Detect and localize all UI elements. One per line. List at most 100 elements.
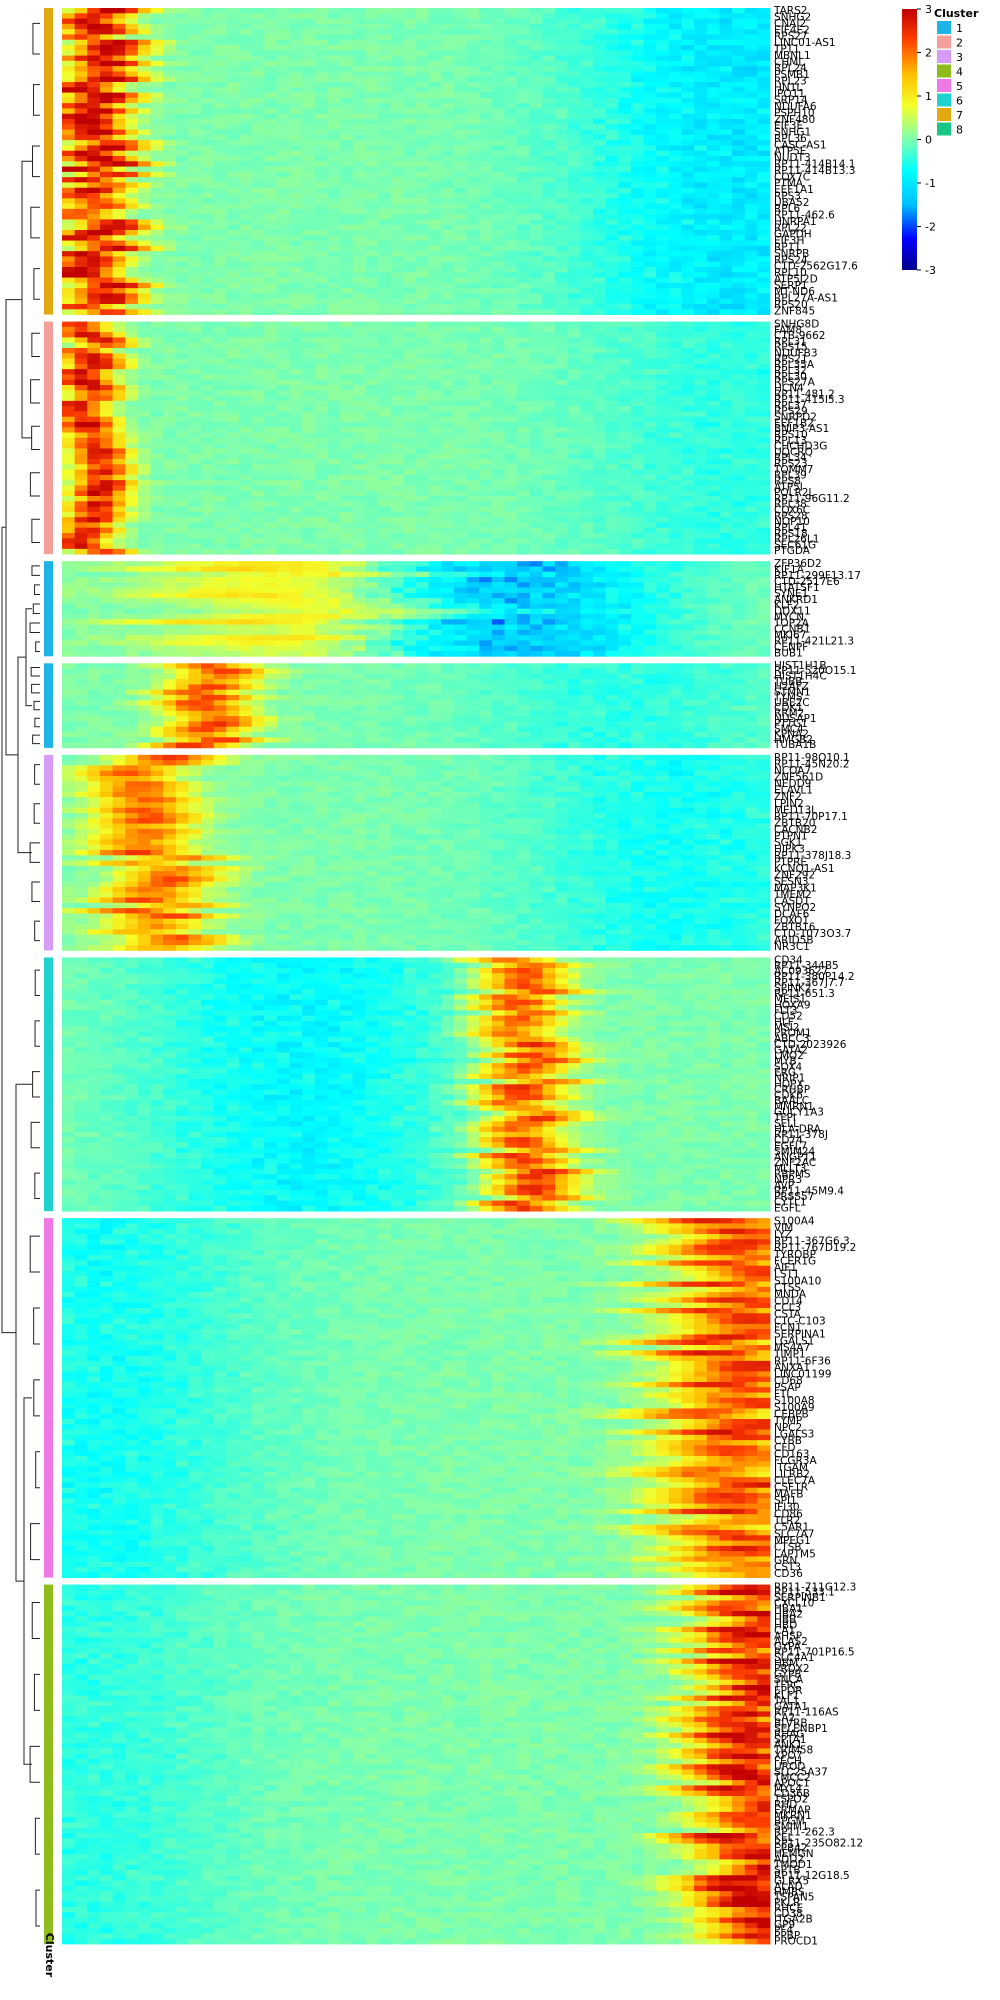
heatmap-cell (289, 422, 303, 428)
heatmap-cell (403, 369, 417, 375)
heatmap-cell (201, 97, 215, 104)
heatmap-cell (365, 363, 379, 370)
heatmap-cell (706, 240, 720, 247)
heatmap-cell (137, 400, 151, 407)
heatmap-cell (643, 34, 657, 41)
heatmap-cell (264, 251, 278, 257)
heatmap-cell (479, 298, 493, 305)
heatmap-cell (555, 29, 569, 35)
heatmap-cell (479, 187, 493, 194)
heatmap-cell (441, 113, 455, 120)
heatmap-cell (732, 282, 746, 289)
heatmap-cell (87, 406, 101, 412)
heatmap-cell (74, 342, 88, 349)
heatmap-cell (188, 464, 202, 470)
heatmap-cell (125, 214, 139, 220)
heatmap-cell (340, 453, 354, 460)
heatmap-cell (352, 256, 366, 263)
heatmap-cell (466, 23, 480, 30)
heatmap-cell (175, 193, 189, 199)
heatmap-cell (87, 480, 101, 486)
heatmap-cell (163, 261, 177, 268)
heatmap-cell (327, 411, 341, 418)
heatmap-cell (529, 219, 543, 226)
heatmap-cell (668, 374, 682, 381)
heatmap-cell (491, 18, 505, 25)
heatmap-cell (453, 321, 467, 328)
heatmap-cell (681, 124, 695, 130)
heatmap-cell (239, 282, 253, 289)
heatmap-cell (213, 443, 227, 449)
heatmap-cell (593, 39, 607, 46)
heatmap-cell (226, 267, 240, 273)
heatmap-cell (99, 348, 113, 354)
heatmap-cell (201, 293, 215, 300)
heatmap-cell (314, 416, 328, 423)
heatmap-cell (239, 230, 253, 236)
heatmap-cell (352, 448, 366, 455)
heatmap-cell (416, 87, 430, 93)
heatmap-cell (74, 113, 88, 120)
heatmap-cell (163, 50, 177, 56)
heatmap-cell (567, 348, 581, 354)
heatmap-cell (150, 464, 164, 470)
heatmap-cell (302, 124, 316, 130)
heatmap-cell (289, 103, 303, 109)
heatmap-cell (605, 400, 619, 407)
heatmap-cell (567, 150, 581, 157)
heatmap-cell (137, 193, 151, 199)
heatmap-cell (479, 29, 493, 35)
heatmap-cell (453, 230, 467, 236)
heatmap-cell (681, 293, 695, 300)
heatmap-cell (302, 363, 316, 370)
heatmap-cell (555, 129, 569, 136)
heatmap-cell (390, 298, 404, 305)
heatmap-cell (390, 437, 404, 444)
heatmap-cell (251, 60, 265, 67)
heatmap-cell (390, 443, 404, 449)
dendrogram-branch (31, 518, 40, 544)
heatmap-cell (365, 459, 379, 465)
heatmap-cell (226, 326, 240, 333)
heatmap-cell (656, 198, 670, 204)
heatmap-cell (302, 82, 316, 88)
heatmap-cell (163, 416, 177, 423)
heatmap-cell (668, 97, 682, 104)
heatmap-cell (605, 34, 619, 41)
heatmap-cell (74, 66, 88, 72)
heatmap-cell (542, 304, 556, 310)
heatmap-cell (643, 379, 657, 386)
heatmap-cell (264, 230, 278, 236)
heatmap-cell (213, 119, 227, 125)
heatmap-cell (757, 103, 771, 109)
heatmap-cell (542, 245, 556, 252)
heatmap-cell (239, 140, 253, 146)
heatmap-cell (479, 443, 493, 449)
heatmap-cell (74, 277, 88, 284)
heatmap-cell (681, 203, 695, 210)
heatmap-cell (643, 240, 657, 247)
heatmap-cell (239, 193, 253, 199)
heatmap-cell (757, 60, 771, 67)
heatmap-cell (744, 193, 758, 199)
heatmap-cell (668, 448, 682, 455)
heatmap-cell (416, 18, 430, 25)
heatmap-cell (453, 288, 467, 294)
heatmap-cell (99, 129, 113, 136)
heatmap-cell (302, 427, 316, 433)
heatmap-cell (466, 224, 480, 231)
heatmap-cell (239, 34, 253, 41)
heatmap-cell (681, 177, 695, 183)
heatmap-cell (137, 309, 151, 315)
heatmap-cell (403, 55, 417, 62)
heatmap-cell (74, 416, 88, 423)
heatmap-cell (74, 13, 88, 19)
heatmap-cell (643, 304, 657, 310)
heatmap-cell (352, 245, 366, 252)
heatmap-cell (479, 34, 493, 41)
heatmap-cell (403, 293, 417, 300)
heatmap-cell (441, 23, 455, 30)
heatmap-cell (239, 332, 253, 338)
heatmap-cell (618, 82, 632, 88)
heatmap-cell (352, 113, 366, 120)
